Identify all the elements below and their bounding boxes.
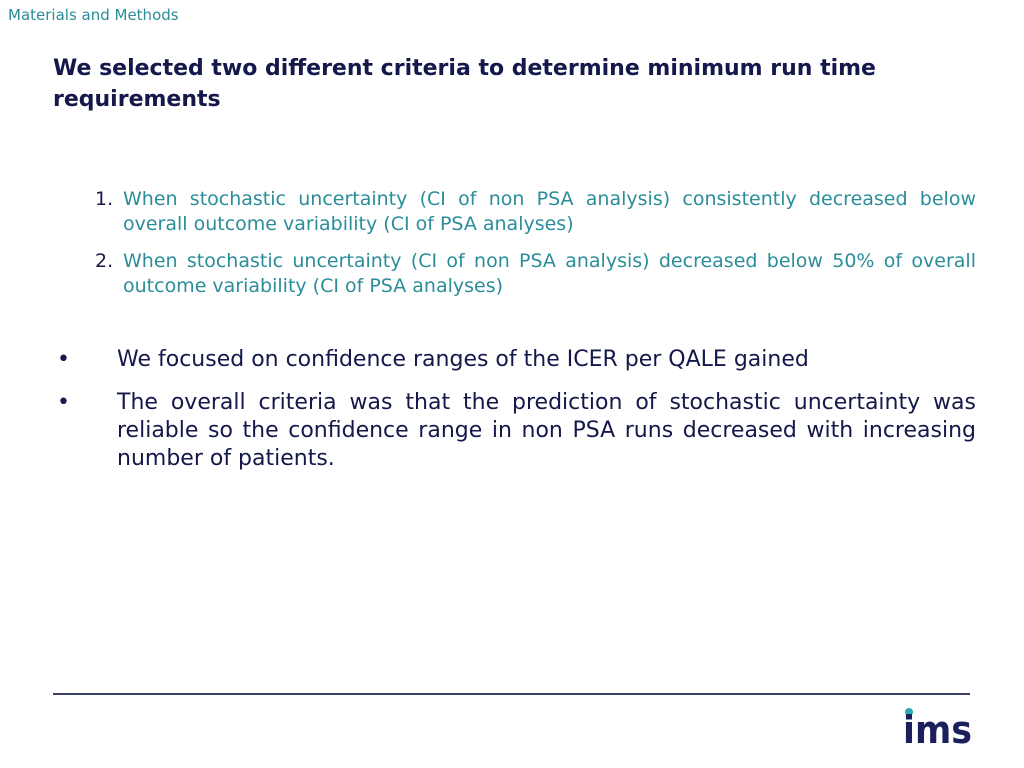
- criteria-text: When stochastic uncertainty (CI of non P…: [123, 188, 976, 235]
- criteria-number: 2.: [95, 250, 114, 272]
- bullet-text: We focused on confidence ranges of the I…: [117, 347, 809, 372]
- bullet-list: • We focused on confidence ranges of the…: [55, 346, 976, 488]
- logo-wordmark: ims: [903, 708, 972, 749]
- bullet-item: • The overall criteria was that the pred…: [55, 389, 976, 473]
- bullet-item: • We focused on confidence ranges of the…: [55, 346, 976, 374]
- criteria-text: When stochastic uncertainty (CI of non P…: [123, 250, 976, 297]
- footer-divider: [53, 693, 970, 695]
- bullet-text: The overall criteria was that the predic…: [117, 390, 976, 471]
- bullet-marker: •: [57, 390, 70, 415]
- slide-title: We selected two different criteria to de…: [53, 56, 876, 112]
- criteria-number: 1.: [95, 188, 114, 210]
- criteria-item: 2. When stochastic uncertainty (CI of no…: [95, 249, 976, 299]
- criteria-list: 1. When stochastic uncertainty (CI of no…: [95, 187, 976, 311]
- bullet-marker: •: [57, 347, 70, 372]
- ims-logo: ims: [903, 708, 972, 749]
- criteria-item: 1. When stochastic uncertainty (CI of no…: [95, 187, 976, 237]
- logo-dot: [905, 708, 913, 716]
- section-label: Materials and Methods: [8, 6, 179, 24]
